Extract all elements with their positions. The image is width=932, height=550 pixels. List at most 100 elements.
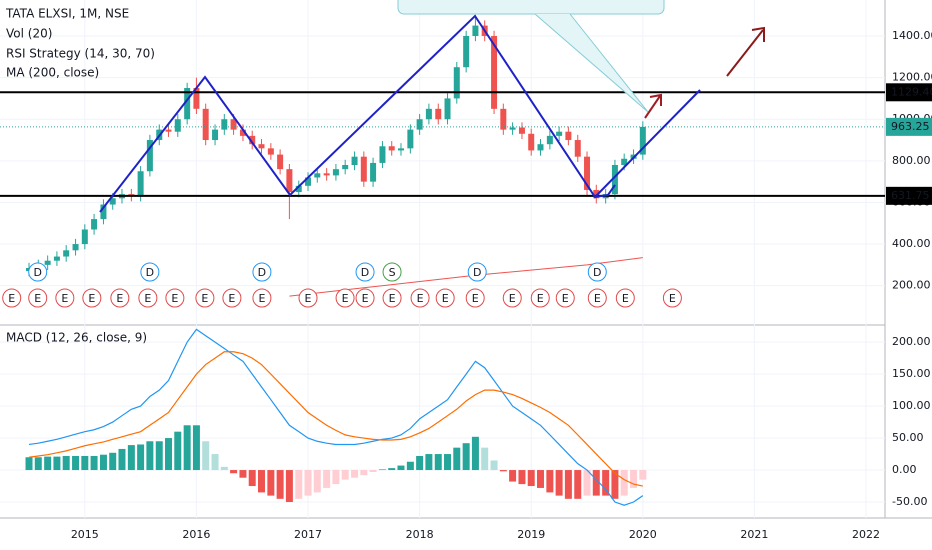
- candle-body: [407, 129, 414, 149]
- event-marker: [662, 288, 682, 308]
- histogram-bar: [536, 470, 544, 488]
- event-label: E: [171, 292, 178, 305]
- event-marker: [110, 288, 130, 308]
- candle-body: [53, 256, 60, 261]
- candle-body: [463, 35, 470, 68]
- event-label: D: [33, 266, 41, 279]
- y-tick-label: 1400.00: [892, 29, 932, 42]
- histogram-bar: [574, 470, 582, 499]
- x-tick-label: 2018: [406, 528, 434, 541]
- event-marker: [435, 288, 455, 308]
- candle-body: [351, 156, 358, 165]
- histogram-bar: [285, 470, 293, 503]
- candle-body: [239, 129, 246, 136]
- event-label: D: [361, 266, 369, 279]
- candle-body: [202, 108, 209, 141]
- histogram-bar: [109, 452, 117, 471]
- callout-box: [397, 0, 665, 15]
- event-marker: [55, 288, 75, 308]
- histogram-bar: [174, 431, 182, 471]
- indicator-label: Vol (20): [6, 27, 52, 41]
- candle-body: [388, 146, 395, 151]
- event-marker: [28, 288, 48, 308]
- event-marker: [410, 288, 430, 308]
- histogram-bar: [499, 470, 507, 472]
- histogram-bar: [360, 470, 368, 476]
- candle-body: [174, 119, 181, 132]
- histogram-bar: [62, 455, 70, 471]
- candle-body: [72, 244, 79, 251]
- event-label: E: [594, 292, 601, 305]
- level-box: [886, 83, 932, 102]
- candle-body: [379, 146, 386, 163]
- candle-body: [593, 189, 600, 199]
- candle-body: [621, 158, 628, 165]
- histogram-bar: [583, 470, 591, 496]
- histogram-bar: [118, 448, 126, 471]
- trend-zigzag: [594, 184, 616, 198]
- histogram-bar: [323, 470, 331, 488]
- histogram-bar: [490, 460, 498, 471]
- histogram-bar: [34, 457, 42, 471]
- event-label: E: [472, 292, 479, 305]
- event-marker: [252, 262, 272, 282]
- event-marker: [195, 288, 215, 308]
- histogram-bar: [453, 447, 461, 471]
- event-label: E: [228, 292, 235, 305]
- x-tick-label: 2016: [182, 528, 210, 541]
- candle-body: [137, 171, 144, 197]
- histogram-bar: [127, 445, 135, 471]
- event-marker: [587, 262, 607, 282]
- event-marker: [355, 288, 375, 308]
- event-marker: [222, 288, 242, 308]
- histogram-bar: [620, 470, 628, 496]
- event-marker: [615, 288, 635, 308]
- candle-body: [91, 219, 98, 230]
- candle-body: [509, 127, 516, 130]
- histogram-bar: [239, 470, 247, 478]
- histogram-bar: [211, 454, 219, 471]
- histogram-bar: [155, 441, 163, 471]
- candle-body: [611, 164, 618, 195]
- event-marker: [382, 262, 402, 282]
- candle-body: [639, 126, 646, 155]
- x-tick-label: 2015: [71, 528, 99, 541]
- level-box: [886, 186, 932, 205]
- x-tick-label: 2020: [629, 528, 657, 541]
- event-marker: [165, 288, 185, 308]
- histogram-bar: [257, 470, 265, 493]
- event-label: E: [669, 292, 676, 305]
- histogram-bar: [406, 461, 414, 471]
- event-marker: [502, 288, 522, 308]
- candle-body: [305, 177, 312, 186]
- event-marker: [382, 288, 402, 308]
- event-label: D: [258, 266, 266, 279]
- candle-body: [277, 154, 284, 170]
- event-label: E: [34, 292, 41, 305]
- histogram-bar: [369, 470, 377, 472]
- histogram-bar: [462, 443, 470, 471]
- arrow-head: [751, 26, 765, 42]
- histogram-bar: [137, 444, 145, 471]
- event-label: E: [8, 292, 15, 305]
- event-marker: [355, 262, 375, 282]
- candle-body: [258, 144, 265, 149]
- level-label: 1129.40: [891, 85, 932, 98]
- histogram-bar: [313, 470, 321, 493]
- histogram-bar: [434, 454, 442, 471]
- event-marker: [465, 288, 485, 308]
- histogram-bar: [72, 455, 80, 471]
- event-label: E: [442, 292, 449, 305]
- candle-body: [63, 250, 70, 257]
- candle-body: [416, 119, 423, 130]
- histogram-bar: [276, 470, 284, 499]
- candle-body: [81, 229, 88, 245]
- candle-body: [212, 129, 219, 141]
- event-marker: [335, 288, 355, 308]
- histogram-bar: [416, 455, 424, 471]
- histogram-bar: [183, 425, 191, 471]
- candle-body: [518, 127, 525, 134]
- candle-body: [165, 129, 172, 132]
- arrow-head: [649, 93, 662, 106]
- event-label: D: [473, 266, 481, 279]
